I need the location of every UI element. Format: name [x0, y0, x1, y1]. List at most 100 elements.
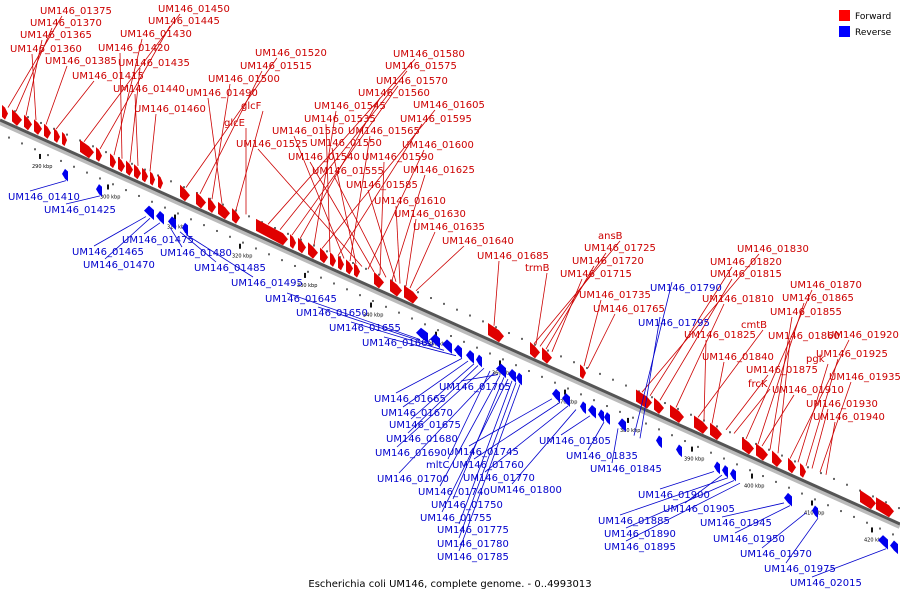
forward-gene-label: UM146_01720	[572, 256, 644, 267]
leader-line	[179, 231, 217, 263]
leader-line	[611, 428, 619, 464]
forward-gene	[354, 262, 360, 278]
forward-gene	[256, 218, 288, 246]
reverse-gene-label: UM146_01975	[764, 564, 836, 575]
axis-minor-tick	[833, 477, 835, 480]
forward-gene-label: UM146_01735	[579, 290, 651, 301]
axis-minor-tick	[378, 273, 380, 276]
reverse-gene-label: UM146_01655	[329, 323, 401, 334]
leader-line	[185, 234, 254, 278]
forward-gene	[110, 153, 116, 169]
axis-minor-tick	[554, 381, 556, 384]
axis-minor-tick	[807, 466, 809, 469]
axis-minor-tick	[255, 247, 257, 250]
reverse-gene	[516, 372, 522, 386]
leader-line	[333, 175, 387, 278]
leader-line	[539, 252, 607, 347]
leader-line	[745, 289, 813, 440]
axis-minor-tick	[599, 372, 601, 375]
leader-line	[409, 231, 436, 289]
forward-gene-label: UM146_01530	[272, 126, 344, 137]
reverse-gene-label: UM146_01890	[604, 529, 676, 540]
leader-line	[313, 110, 337, 246]
axis-minor-tick	[606, 405, 608, 408]
axis-minor-tick	[671, 434, 673, 437]
leader-line	[625, 480, 735, 529]
axis-minor-tick	[86, 171, 88, 174]
axis-major-tick	[370, 302, 372, 308]
axis-minor-tick	[619, 410, 621, 413]
reverse-gene	[878, 535, 888, 550]
forward-gene	[24, 114, 32, 131]
forward-gene-label: UM146_01830	[737, 244, 809, 255]
axis-minor-tick	[716, 425, 718, 428]
leader-line	[317, 306, 433, 346]
axis-minor-tick	[846, 483, 848, 486]
axis-minor-tick	[8, 136, 10, 139]
forward-gene-label: ansB	[598, 231, 623, 242]
axis-minor-tick	[840, 510, 842, 513]
axis-major-tick	[627, 417, 629, 423]
leader-line	[659, 471, 715, 490]
leader-line	[447, 370, 491, 460]
axis-major-tick	[435, 331, 437, 337]
leader-line	[99, 25, 171, 150]
axis-minor-tick	[385, 305, 387, 308]
reverse-gene	[562, 393, 570, 407]
axis-minor-tick	[489, 352, 491, 355]
forward-gene-label: UM146_01545	[314, 101, 386, 112]
forward-gene	[34, 119, 42, 135]
reverse-gene-label: UM146_01465	[72, 247, 144, 258]
reverse-gene-label: UM146_01895	[604, 542, 676, 553]
forward-gene	[208, 197, 216, 213]
forward-gene-label: UM146_01920	[827, 330, 899, 341]
reverse-gene-label: UM146_01660	[362, 338, 434, 349]
forward-gene-label: UM146_01610	[374, 196, 446, 207]
forward-gene-label: UM146_01450	[158, 4, 230, 15]
leader-line	[391, 174, 426, 281]
reverse-gene	[144, 205, 154, 221]
axis-minor-tick	[14, 110, 16, 113]
axis-minor-tick	[469, 314, 471, 317]
forward-gene-label: UM146_01725	[584, 243, 656, 254]
reverse-gene	[454, 344, 462, 359]
axis-minor-tick	[827, 504, 829, 507]
reverse-gene	[676, 444, 682, 458]
axis-minor-tick	[482, 320, 484, 323]
leader-line	[15, 27, 53, 112]
leader-line	[207, 97, 223, 204]
axis-minor-tick	[294, 264, 296, 267]
axis-minor-tick	[112, 183, 114, 186]
leader-line	[398, 372, 495, 474]
forward-gene	[150, 171, 155, 186]
forward-gene-label: UM146_01815	[710, 269, 782, 280]
leader-line	[286, 292, 421, 340]
leader-line	[279, 70, 408, 230]
leader-line	[93, 216, 147, 247]
axis-minor-tick	[547, 349, 549, 352]
forward-gene	[218, 201, 230, 220]
axis-minor-tick	[320, 276, 322, 279]
axis-major-tick	[691, 446, 693, 452]
forward-gene	[330, 252, 336, 267]
forward-gene-label: UM146_01630	[394, 209, 466, 220]
forward-gene-label: UM146_01460	[134, 104, 206, 115]
leader-line	[721, 502, 785, 518]
axis-minor-tick	[281, 259, 283, 262]
axis-minor-tick	[27, 116, 29, 119]
forward-gene-label: glcE	[224, 118, 245, 129]
forward-gene-label: UM146_01535	[304, 114, 376, 125]
reverse-gene-label: mltC	[426, 460, 449, 471]
axis-minor-tick	[560, 355, 562, 358]
axis-tick-label: 300 kbp	[100, 194, 120, 200]
axis-minor-tick	[450, 335, 452, 337]
forward-gene-label: UM146_01600	[402, 140, 474, 151]
axis-minor-tick	[567, 387, 569, 390]
reverse-gene	[552, 388, 560, 403]
reverse-gene-label: UM146_01785	[437, 552, 509, 563]
leader-line	[785, 517, 819, 564]
reverse-gene	[812, 505, 818, 519]
axis-major-tick	[107, 184, 109, 190]
forward-features	[2, 104, 894, 518]
leader-line	[235, 110, 264, 211]
